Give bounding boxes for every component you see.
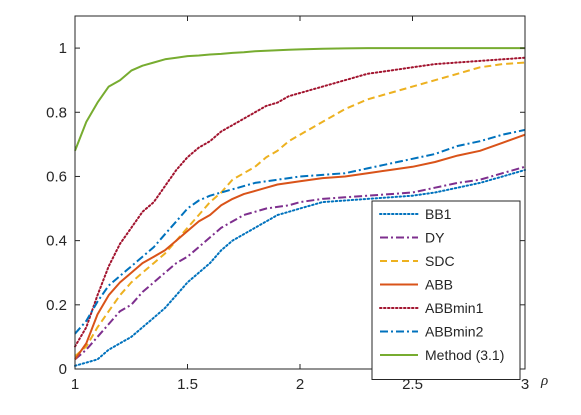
series-line-1 (74, 169, 526, 367)
tick-labels: 1 1.5 2 2.5 3 0 0.2 0.4 0.6 0.8 1 (46, 40, 529, 393)
x-tick-label: 1 (71, 376, 79, 393)
legend-label-3: SDC (425, 253, 455, 269)
x-tick-label: 2 (296, 376, 304, 393)
x-tick-label: 2.5 (402, 376, 423, 393)
y-tick-label: 0.6 (46, 168, 67, 185)
x-tick-label: 1.5 (177, 376, 198, 393)
axes (74, 15, 526, 370)
y-tick-label: 0 (59, 361, 67, 378)
x-axis-label: ρ (540, 373, 548, 389)
legend-label-1: BB1 (425, 206, 452, 222)
y-tick-label: 0.2 (46, 297, 67, 314)
legend-label-4: ABB (425, 277, 453, 293)
legend-label-5: ABBmin1 (425, 300, 484, 316)
series-line-7 (74, 47, 525, 152)
legend-label-7: Method (3.1) (425, 347, 504, 363)
series-line-6 (74, 128, 526, 335)
x-tick-label: 3 (521, 376, 529, 393)
legend-label-2: DY (425, 230, 445, 246)
series-line-5 (74, 56, 526, 348)
legend-box (371, 200, 521, 380)
y-tick-label: 0.8 (46, 104, 67, 121)
legend-label-6: ABBmin2 (425, 324, 484, 340)
legend: BB1 DY SDC ABB ABBmin1 ABBmin2 Method (3.1) (371, 200, 521, 380)
series-layer (74, 47, 526, 367)
y-tick-label: 1 (59, 40, 67, 57)
y-tick-label: 0.4 (46, 233, 67, 250)
series-line-3 (74, 61, 526, 357)
series-line-4 (74, 133, 526, 360)
